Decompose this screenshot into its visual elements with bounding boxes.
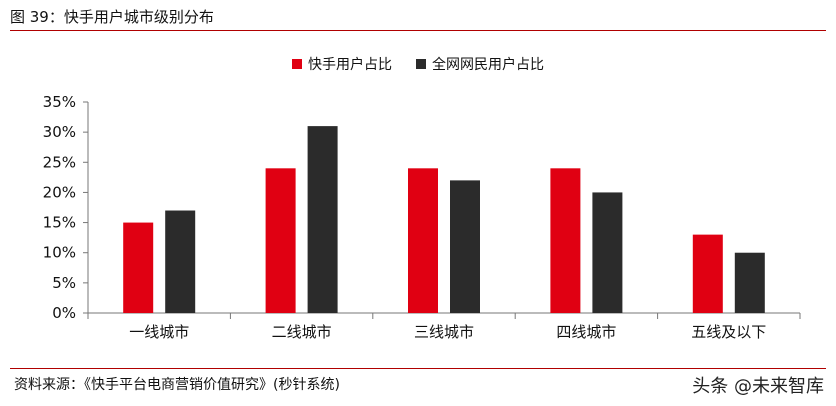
bottom-divider	[10, 368, 826, 369]
x-category-label: 五线及以下	[691, 323, 766, 341]
y-tick-label: 30%	[43, 123, 76, 141]
legend-item-series-2: 全网网民用户占比	[416, 54, 544, 74]
legend-swatch-series-1	[292, 59, 302, 69]
bar-kuaishou-3	[408, 168, 438, 313]
y-tick-label: 5%	[52, 274, 76, 292]
chart-legend: 快手用户占比 全网网民用户占比	[0, 54, 836, 74]
x-category-label: 一线城市	[129, 323, 189, 341]
figure-title: 图 39：快手用户城市级别分布	[10, 8, 214, 26]
y-tick-label: 35%	[43, 93, 76, 111]
y-tick-label: 15%	[43, 214, 76, 232]
bar-kuaishou-4	[550, 168, 581, 313]
bar-kuaishou-5	[692, 234, 723, 313]
source-note: 资料来源：《快手平台电商营销价值研究》(秒针系统)	[14, 377, 340, 393]
top-divider	[10, 30, 826, 31]
bar-all-internet-3	[450, 180, 480, 313]
bar-all-internet-1	[165, 210, 196, 313]
y-tick-label: 20%	[43, 183, 76, 201]
legend-label-series-1: 快手用户占比	[308, 57, 392, 73]
bar-all-internet-4	[592, 192, 623, 313]
y-tick-label: 10%	[43, 244, 76, 262]
bar-kuaishou-1	[123, 222, 154, 313]
y-tick-label: 0%	[52, 304, 76, 322]
legend-label-series-2: 全网网民用户占比	[432, 57, 544, 73]
watermark: 头条 @未来智库	[692, 376, 824, 397]
y-tick-label: 25%	[43, 153, 76, 171]
bar-kuaishou-2	[265, 168, 296, 313]
x-category-label: 四线城市	[556, 323, 616, 341]
bar-all-internet-5	[734, 252, 765, 313]
legend-swatch-series-2	[416, 59, 426, 69]
x-category-label: 二线城市	[272, 323, 332, 341]
bar-all-internet-2	[307, 126, 338, 313]
x-category-label: 三线城市	[414, 323, 474, 341]
legend-item-series-1: 快手用户占比	[292, 54, 392, 74]
